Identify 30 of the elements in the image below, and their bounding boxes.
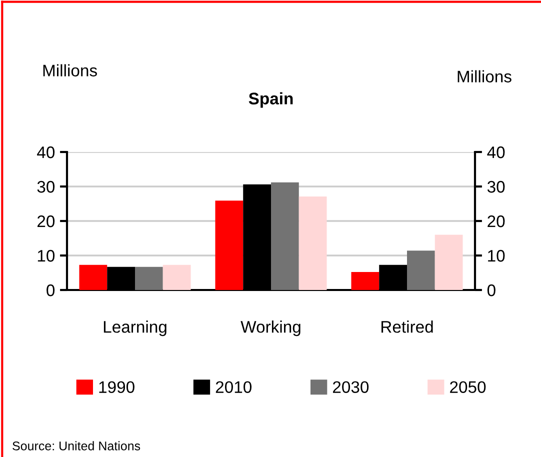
y-axis-title: Millions: [43, 64, 97, 76]
bar: [434, 234, 463, 290]
y-tick-label: 10: [38, 250, 55, 262]
bar: [162, 264, 191, 290]
bar: [215, 200, 244, 290]
y2-tick-label: 20: [488, 215, 505, 228]
source-note: Source: United Nations: [12, 441, 140, 450]
legend-label: 2030: [332, 381, 369, 394]
y-tick-label: 40: [37, 146, 55, 158]
x-tick-label: Working: [240, 320, 300, 336]
legend-label: 2050: [450, 381, 486, 394]
bar: [351, 272, 380, 290]
x-tick-label: Retired: [382, 320, 433, 333]
y-tick-label: 30: [37, 180, 55, 193]
bar: [407, 250, 435, 290]
bar: [271, 182, 299, 290]
bar: [298, 196, 327, 290]
y-tick-label: 0: [46, 284, 55, 296]
legend-label: 1990: [99, 381, 134, 394]
y2-axis-title: Millions: [458, 70, 512, 82]
y2-tick-label: 0: [487, 284, 496, 296]
y2-tick-label: 10: [488, 250, 505, 262]
x-tick-label: Learning: [104, 320, 166, 336]
bar: [79, 264, 108, 290]
legend-label: 2010: [216, 381, 252, 394]
y2-tick-label: 30: [487, 180, 505, 193]
bar: [135, 266, 163, 290]
y-tick-label: 20: [37, 215, 55, 228]
chart-title: Spain: [248, 92, 293, 108]
y2-tick-label: 40: [487, 146, 505, 158]
